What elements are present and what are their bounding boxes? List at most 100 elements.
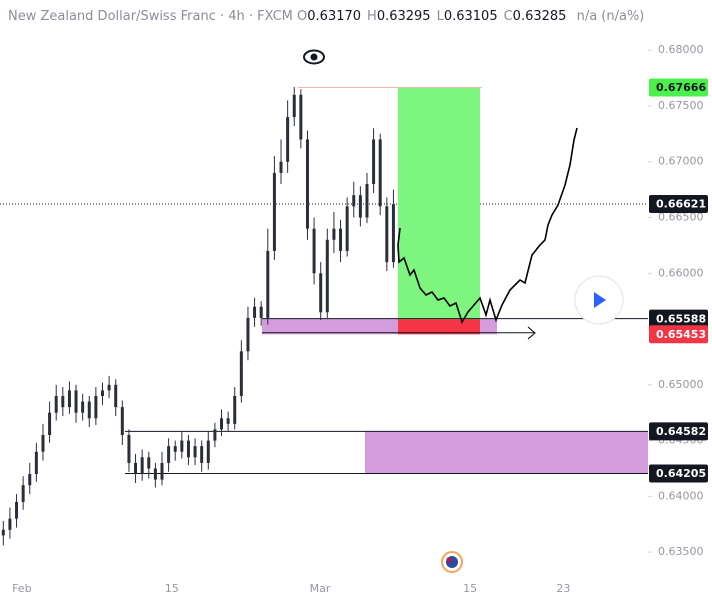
ohlc-label: L	[436, 9, 444, 24]
candle-body	[21, 485, 25, 502]
candle-body	[180, 440, 184, 452]
candles	[1, 87, 395, 546]
candle-body	[325, 239, 329, 313]
candle-body	[226, 418, 230, 424]
x-tick-label: Feb	[12, 582, 31, 595]
ohlc-value: 0.63170	[307, 9, 362, 24]
change: n/a (n/a%)	[576, 9, 645, 24]
y-tick-label: 0.67000	[658, 155, 704, 168]
price-label-bg	[649, 422, 708, 441]
candle-body	[167, 446, 171, 463]
candle-body	[200, 446, 204, 463]
symbol-title: New Zealand Dollar/Swiss Franc · 4h · FX…	[8, 9, 293, 24]
price-label: 0.64205	[656, 467, 706, 480]
candle-body	[87, 401, 91, 419]
candle-body	[220, 418, 224, 430]
candle-body	[272, 172, 276, 251]
candle-body	[286, 117, 290, 162]
candle-body	[372, 139, 376, 185]
stop-box	[398, 319, 480, 335]
replay-button[interactable]	[574, 275, 624, 325]
candle-body	[127, 435, 131, 463]
candle-body	[299, 94, 303, 140]
candle-body	[213, 429, 217, 441]
candle-body	[114, 384, 118, 408]
ohlc-label: H	[367, 9, 377, 24]
candle-body	[34, 451, 38, 475]
price-label-bg	[649, 195, 708, 214]
price-label: 0.66621	[656, 198, 706, 211]
candle-body	[259, 306, 263, 318]
ohlc-values: O0.63170 H0.63295 L0.63105 C0.63285	[297, 9, 572, 24]
x-tick-label: Mar	[310, 582, 331, 595]
price-label-bg	[649, 325, 708, 344]
x-tick-label: 23	[556, 582, 570, 595]
y-tick-label: 0.68000	[658, 43, 704, 56]
candle-body	[239, 351, 243, 396]
y-tick-label: 0.67500	[658, 99, 704, 112]
candle-body	[67, 390, 71, 408]
candle-body	[74, 390, 78, 413]
price-label: 0.64582	[656, 425, 706, 438]
overlay	[303, 49, 624, 573]
candle-body	[378, 139, 382, 207]
candle-body	[266, 250, 270, 318]
candle-body	[81, 401, 85, 413]
candle-body	[246, 317, 250, 352]
candle-body	[345, 206, 349, 251]
candle-body	[391, 204, 395, 263]
target-box	[398, 87, 480, 320]
candle-body	[385, 206, 389, 263]
candle-body	[120, 407, 124, 435]
drawn-projection	[397, 127, 578, 324]
candle-body	[15, 501, 19, 519]
candle-body	[292, 94, 296, 118]
x-tick-label: 15	[463, 582, 477, 595]
price-label: 0.65588	[656, 313, 706, 326]
y-tick-label: 0.66500	[658, 211, 704, 224]
candle-body	[147, 457, 151, 469]
candle-body	[153, 468, 157, 480]
candle-body	[339, 228, 343, 251]
price-label-bg	[649, 310, 708, 329]
ohlc-value: 0.63295	[376, 9, 431, 24]
eye-icon[interactable]	[303, 49, 325, 65]
candle-body	[253, 306, 257, 318]
y-tick-label: 0.65000	[658, 378, 704, 391]
price-axis: 0.635000.640000.645000.650000.655000.660…	[12, 0, 712, 601]
y-tick-label: 0.63500	[658, 545, 704, 558]
candle-body	[54, 395, 58, 413]
y-tick-label: 0.66000	[658, 266, 704, 279]
candle-body	[173, 446, 177, 452]
candle-body	[193, 446, 197, 458]
price-label-bg	[649, 78, 708, 97]
candle-body	[312, 228, 316, 274]
ohlc-label: O	[297, 9, 308, 24]
candle-body	[8, 518, 12, 530]
candle-body	[279, 161, 283, 173]
candle-body	[305, 139, 309, 229]
event-flag[interactable]	[441, 551, 463, 573]
candle-body	[107, 384, 111, 391]
axis-background	[648, 0, 712, 601]
candle-body	[206, 440, 210, 463]
symbol-header: New Zealand Dollar/Swiss Franc · 4h · FX…	[8, 9, 644, 24]
candle-body	[233, 395, 237, 424]
annotations	[0, 86, 648, 474]
candle-body	[1, 529, 5, 536]
ohlc-value: 0.63285	[512, 9, 567, 24]
candle-body	[140, 457, 144, 475]
candle-body	[319, 273, 323, 313]
demand-zone	[365, 431, 648, 474]
candle-body	[134, 462, 138, 475]
candle-body	[48, 412, 52, 435]
price-label: 0.65453	[656, 328, 706, 341]
price-label-bg	[649, 464, 708, 483]
candle-body	[28, 474, 32, 486]
x-tick-label: 15	[165, 582, 179, 595]
candle-body	[160, 462, 164, 480]
candle-body	[352, 195, 356, 207]
candle-body	[41, 435, 45, 452]
